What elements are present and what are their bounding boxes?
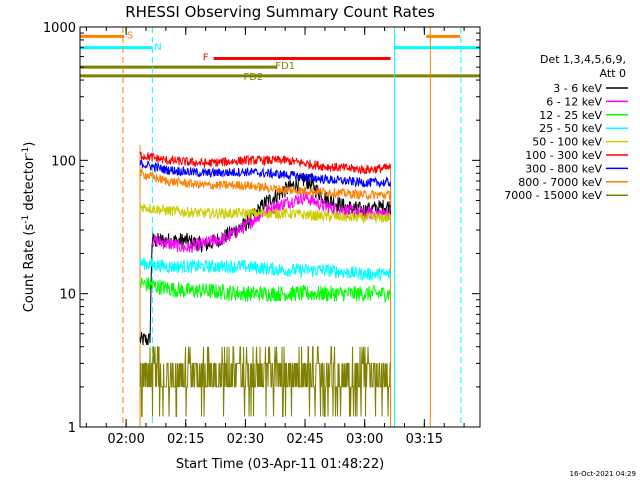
x-tick-label: 02:15	[167, 432, 204, 447]
legend-entry-label: 12 - 25 keV	[539, 109, 602, 122]
x-tick-label: 02:00	[107, 432, 144, 447]
series-line-5	[139, 151, 392, 175]
legend-entry-label: 800 - 7000 keV	[518, 176, 602, 189]
x-axis-label: Start Time (03-Apr-11 01:48:22)	[176, 457, 384, 472]
flag-label-f: F	[203, 53, 209, 64]
axes: 02:00 02:15 02:30 02:45 03:00 03:15 1 10 100 1000	[43, 21, 480, 447]
flag-label-fd1: FD1	[275, 61, 295, 72]
y-label-close: )	[22, 142, 37, 147]
flag-bars: S N F FD1 FD2	[80, 30, 480, 83]
legend-entry-label: 7000 - 15000 keV	[504, 189, 602, 202]
legend-entry-label: 50 - 100 keV	[532, 136, 602, 149]
footer-timestamp: 16-Oct-2021 04:29	[570, 470, 636, 478]
chart-title: RHESSI Observing Summary Count Rates	[125, 3, 435, 21]
series-line-2	[139, 277, 392, 303]
y-tick-label: 10	[59, 288, 76, 303]
x-tick-label: 02:30	[227, 432, 264, 447]
legend-header-att: Att 0	[600, 67, 626, 80]
legend-entry-label: 25 - 50 keV	[539, 122, 602, 135]
series-line-8	[139, 346, 391, 417]
y-label-sup2: -1	[21, 147, 31, 156]
legend-entry-label: 3 - 6 keV	[553, 82, 602, 95]
legend-entry-label: 6 - 12 keV	[546, 95, 602, 108]
series-line-3	[139, 256, 392, 281]
x-tick-label: 02:45	[286, 432, 323, 447]
y-label-sup: -1	[21, 215, 31, 224]
x-tick-label: 03:00	[346, 432, 383, 447]
series-line-1	[151, 191, 391, 254]
y-label-main: Count Rate (s	[22, 224, 37, 313]
y-tick-label: 100	[51, 154, 76, 169]
series-line-0	[139, 173, 392, 346]
series-line-6	[139, 159, 392, 188]
series-line-4	[139, 203, 392, 224]
flag-label-fd2: FD2	[243, 72, 263, 83]
y-tick-label: 1	[68, 421, 76, 436]
plot-frame	[79, 26, 481, 428]
legend-header: Det 1,3,4,5,6,9,	[540, 53, 626, 66]
legend-entry-label: 300 - 800 keV	[525, 162, 602, 175]
series-lines	[139, 151, 392, 417]
legend-entry-label: 100 - 300 keV	[525, 149, 602, 162]
y-axis-label: Count Rate (s-1 detector-1)	[21, 142, 37, 313]
y-label-tail: detector	[22, 155, 37, 215]
flag-label-s: S	[127, 30, 133, 41]
flag-label-n: N	[154, 42, 161, 53]
x-tick-label: 03:15	[406, 432, 443, 447]
y-tick-label: 1000	[43, 21, 76, 36]
series-line-7	[139, 168, 392, 201]
